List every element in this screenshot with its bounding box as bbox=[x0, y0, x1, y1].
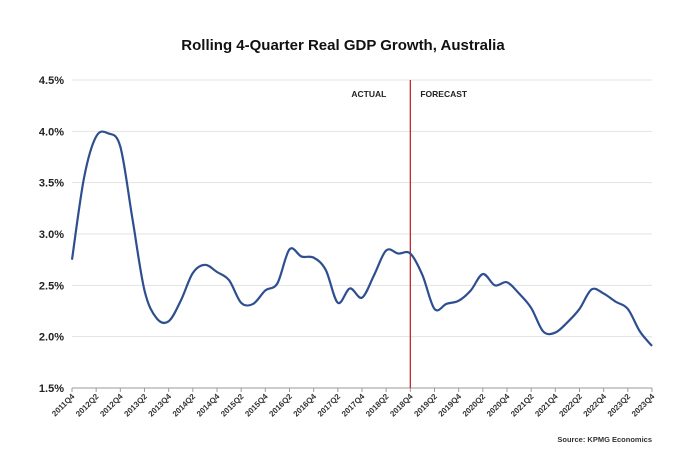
x-axis: 2011Q42012Q22012Q42013Q22013Q42014Q22014… bbox=[50, 388, 657, 419]
x-tick-label: 2013Q2 bbox=[122, 392, 149, 419]
gdp-growth-line bbox=[70, 130, 653, 347]
x-tick-label: 2014Q4 bbox=[195, 392, 222, 419]
x-tick-label: 2022Q4 bbox=[582, 392, 609, 419]
x-tick-label: 2022Q2 bbox=[557, 392, 584, 419]
y-tick-label: 3.5% bbox=[39, 178, 64, 190]
x-tick-label: 2017Q4 bbox=[340, 392, 367, 419]
y-tick-label: 4.0% bbox=[39, 126, 64, 138]
actual-label: ACTUAL bbox=[351, 89, 386, 99]
x-tick-label: 2021Q2 bbox=[509, 392, 536, 419]
y-axis: 1.5% 2.0% 2.5% 3.0% 3.5% 4.0% 4.5% bbox=[39, 75, 64, 395]
y-tick-label: 2.5% bbox=[39, 280, 64, 292]
x-tick-label: 2011Q4 bbox=[50, 392, 77, 419]
gridlines bbox=[72, 79, 652, 389]
forecast-label: FORECAST bbox=[420, 89, 468, 99]
series-layer bbox=[70, 130, 653, 347]
x-tick-label: 2020Q2 bbox=[461, 392, 488, 419]
x-tick-label: 2017Q2 bbox=[316, 392, 343, 419]
x-tick-label: 2012Q2 bbox=[74, 392, 101, 419]
forecast-divider: ACTUAL FORECAST bbox=[351, 80, 468, 388]
y-tick-label: 4.5% bbox=[39, 75, 64, 87]
source-note: Source: KPMG Economics bbox=[557, 435, 652, 444]
chart-title: Rolling 4-Quarter Real GDP Growth, Austr… bbox=[181, 37, 505, 54]
x-tick-label: 2016Q4 bbox=[292, 392, 319, 419]
x-tick-label: 2018Q2 bbox=[364, 392, 391, 419]
x-tick-label: 2015Q4 bbox=[243, 392, 270, 419]
x-tick-label: 2019Q4 bbox=[437, 392, 464, 419]
y-tick-label: 2.0% bbox=[39, 332, 64, 344]
y-tick-label: 1.5% bbox=[39, 383, 64, 395]
x-tick-label: 2021Q4 bbox=[533, 392, 560, 419]
x-tick-label: 2014Q2 bbox=[171, 392, 198, 419]
x-tick-label: 2020Q4 bbox=[485, 392, 512, 419]
x-tick-label: 2023Q4 bbox=[630, 392, 657, 419]
x-tick-label: 2016Q2 bbox=[267, 392, 294, 419]
x-tick-label: 2023Q2 bbox=[606, 392, 633, 419]
x-tick-label: 2015Q2 bbox=[219, 392, 246, 419]
y-tick-label: 3.0% bbox=[39, 229, 64, 241]
x-tick-label: 2018Q4 bbox=[388, 392, 415, 419]
x-tick-label: 2013Q4 bbox=[147, 392, 174, 419]
x-tick-label: 2012Q4 bbox=[98, 392, 125, 419]
x-tick-label: 2019Q2 bbox=[412, 392, 439, 419]
